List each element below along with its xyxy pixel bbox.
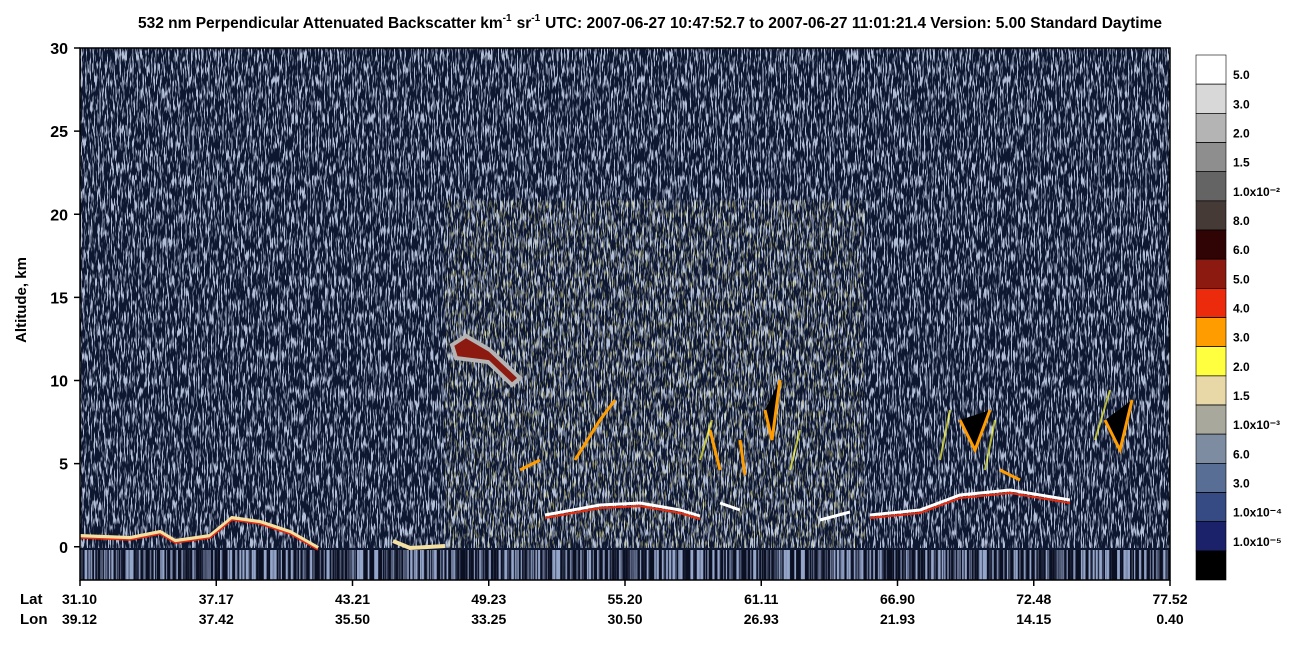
- colorbar-swatch: [1195, 258, 1227, 289]
- x-lon-label: 21.93: [880, 611, 915, 627]
- colorbar-label: 3.0: [1233, 97, 1250, 111]
- x-lon-label: 14.15: [1016, 611, 1051, 627]
- x-lat-label: 37.17: [199, 591, 234, 607]
- colorbar-swatch: [1195, 346, 1227, 377]
- surface-return: [79, 519, 319, 551]
- colorbar-swatch: [1195, 317, 1227, 347]
- x-lat-label: 66.90: [880, 591, 915, 607]
- y-tick-label: 20: [50, 207, 68, 224]
- x-lat-label: 61.11: [744, 591, 778, 607]
- surface-return: [79, 515, 446, 551]
- colorbar-label: 5.0: [1233, 68, 1250, 82]
- cloud-feature: [519, 379, 1134, 482]
- colorbar-swatch: [1195, 433, 1227, 464]
- x-lat-label: 77.52: [1152, 591, 1187, 607]
- title-superscript: -1: [531, 13, 540, 24]
- colorbar-swatch: [1195, 288, 1227, 318]
- colorbar-swatch: [1195, 229, 1227, 260]
- cloud-feature: [699, 389, 1111, 471]
- title-superscript: -1: [503, 13, 512, 24]
- x-lon-label: 37.42: [199, 611, 234, 627]
- colorbar-label: 1.0x10⁻⁵: [1233, 535, 1282, 549]
- colorbar-swatch: [1195, 54, 1227, 85]
- title-part: UTC: 2007-06-27 10:47:52.7 to 2007-06-27…: [545, 15, 1162, 32]
- colorbar-label: 6.0: [1233, 447, 1250, 461]
- colorbar-swatch: [1195, 200, 1227, 231]
- colorbar-label: 3.0: [1233, 477, 1250, 491]
- colorbar-label: 1.0x10⁻²: [1233, 185, 1280, 199]
- y-tick-label: 15: [50, 290, 68, 307]
- x-lon-label: 26.93: [744, 611, 779, 627]
- y-tick-label: 30: [50, 41, 68, 58]
- x-lat-label: 72.48: [1016, 591, 1051, 607]
- y-tick-label: 25: [50, 124, 68, 141]
- colorbar-swatch: [1195, 492, 1227, 522]
- x-lon-label: 0.40: [1156, 611, 1183, 627]
- plot-area: [79, 47, 1171, 581]
- cloud-feature: [449, 333, 523, 388]
- colorbar-swatch: [1195, 83, 1227, 114]
- colorbar-swatch: [1195, 550, 1227, 581]
- colorbar-label: 2.0: [1233, 127, 1250, 141]
- y-axis-label: Altitude, km: [13, 257, 30, 343]
- colorbar-swatch: [1195, 113, 1227, 143]
- x-lat-label: 43.21: [335, 591, 370, 607]
- colorbar-swatch: [1195, 463, 1227, 493]
- colorbar-swatch: [1195, 142, 1227, 172]
- colorbar-label: 1.5: [1233, 156, 1250, 170]
- colorbar-label: 1.0x10⁻⁴: [1233, 506, 1282, 520]
- title-part: 532 nm Perpendicular Attenuated Backscat…: [138, 15, 503, 32]
- colorbar-label: 1.5: [1233, 389, 1250, 403]
- colorbar-swatch: [1195, 171, 1227, 202]
- cloud-feature: [544, 488, 1071, 522]
- y-tick-label: 0: [59, 540, 68, 557]
- colorbar-swatch: [1195, 375, 1227, 406]
- x-lon-label: 30.50: [607, 611, 642, 627]
- colorbar-label: 3.0: [1233, 331, 1250, 345]
- colorbar-label: 2.0: [1233, 360, 1250, 374]
- colorbar-swatch: [1195, 521, 1227, 552]
- y-tick-label: 10: [50, 374, 68, 391]
- title-part: sr: [517, 15, 532, 32]
- x-lon-label: 33.25: [471, 611, 506, 627]
- x-lon-label: 39.12: [62, 611, 97, 627]
- colorbar-label: 1.0x10⁻³: [1233, 418, 1280, 432]
- x-row-label: Lat: [20, 591, 43, 608]
- colorbar-label: 4.0: [1233, 302, 1250, 316]
- colorbar-label: 8.0: [1233, 214, 1250, 228]
- colorbar-swatch: [1195, 404, 1227, 435]
- x-lon-label: 35.50: [335, 611, 370, 627]
- subsurface-texture: [80, 550, 1170, 580]
- chart-title: 532 nm Perpendicular Attenuated Backscat…: [138, 13, 1162, 32]
- y-tick-label: 5: [59, 457, 68, 474]
- x-lat-label: 31.10: [62, 591, 97, 607]
- x-lat-label: 55.20: [607, 591, 642, 607]
- colorbar-label: 5.0: [1233, 272, 1250, 286]
- colorbar-label: 6.0: [1233, 243, 1250, 257]
- x-lat-label: 49.23: [471, 591, 506, 607]
- cloud-feature: [544, 491, 1071, 520]
- x-row-label: Lon: [20, 611, 48, 628]
